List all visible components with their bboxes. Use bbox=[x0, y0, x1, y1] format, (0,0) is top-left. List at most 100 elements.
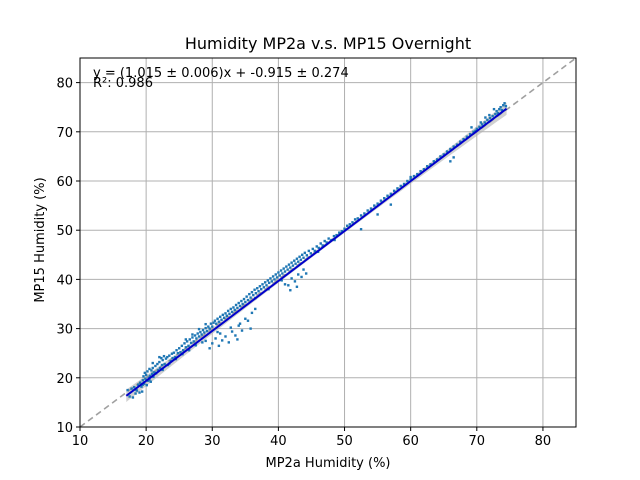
data-point bbox=[317, 246, 320, 250]
data-point bbox=[295, 257, 299, 260]
data-point bbox=[201, 341, 204, 344]
y-tick-label: 70 bbox=[56, 126, 73, 141]
y-axis-label: MP15 Humidity (%) bbox=[33, 177, 48, 302]
data-point bbox=[204, 339, 207, 343]
data-point bbox=[503, 102, 506, 105]
data-point bbox=[178, 347, 181, 350]
data-point bbox=[500, 108, 504, 112]
data-point bbox=[166, 355, 169, 359]
data-point bbox=[164, 357, 168, 360]
data-point bbox=[230, 330, 234, 333]
data-point bbox=[142, 382, 146, 385]
data-point bbox=[475, 127, 478, 131]
data-point bbox=[376, 202, 379, 205]
data-point bbox=[237, 301, 240, 305]
data-point bbox=[343, 227, 346, 230]
data-point bbox=[295, 285, 299, 288]
y-tick-label: 20 bbox=[56, 372, 73, 387]
data-point bbox=[265, 284, 268, 287]
data-point bbox=[323, 239, 326, 243]
data-point bbox=[281, 272, 284, 275]
data-point bbox=[313, 249, 316, 253]
data-point bbox=[426, 165, 429, 168]
data-point bbox=[220, 339, 224, 342]
data-point bbox=[399, 184, 402, 188]
data-point bbox=[236, 338, 239, 341]
data-point bbox=[212, 321, 215, 324]
data-point bbox=[392, 189, 396, 193]
y-axis-ticks: 10 20 30 40 50 60 70 80 bbox=[56, 77, 80, 436]
data-point bbox=[302, 268, 305, 271]
data-point bbox=[499, 106, 502, 109]
data-point bbox=[217, 344, 221, 348]
data-point bbox=[307, 249, 311, 253]
data-point bbox=[126, 388, 129, 392]
data-point bbox=[439, 155, 442, 158]
data-point bbox=[262, 286, 266, 289]
data-point bbox=[149, 380, 152, 383]
plot-frame bbox=[79, 57, 577, 428]
data-point bbox=[158, 366, 162, 370]
data-point bbox=[141, 379, 145, 382]
y-tick-label: 40 bbox=[56, 273, 73, 288]
data-point bbox=[168, 354, 171, 357]
data-point bbox=[160, 356, 163, 360]
data-point bbox=[151, 361, 154, 365]
data-point bbox=[148, 374, 152, 378]
data-point bbox=[229, 307, 232, 311]
data-point bbox=[208, 347, 211, 350]
data-point bbox=[249, 327, 252, 330]
grid bbox=[79, 58, 576, 428]
data-point bbox=[146, 379, 150, 382]
data-point bbox=[293, 280, 297, 283]
data-point bbox=[274, 273, 277, 276]
fit-line bbox=[125, 107, 508, 397]
data-point bbox=[172, 351, 176, 354]
data-point bbox=[128, 395, 131, 398]
data-point bbox=[144, 377, 147, 380]
data-point bbox=[213, 319, 217, 322]
x-tick-label: 40 bbox=[270, 434, 287, 449]
fit-equation: y = (1.015 ± 0.006)x + -0.915 ± 0.274 bbox=[93, 66, 349, 81]
x-axis-ticks: 10 20 30 40 50 60 70 80 bbox=[72, 427, 551, 449]
data-point bbox=[241, 302, 244, 306]
data-point bbox=[293, 259, 296, 262]
data-point bbox=[148, 378, 151, 381]
data-point bbox=[248, 292, 251, 296]
data-point bbox=[492, 107, 496, 111]
data-point bbox=[287, 263, 291, 266]
scatter-points bbox=[126, 102, 508, 399]
data-point bbox=[240, 299, 243, 303]
data-point bbox=[143, 371, 147, 375]
data-point bbox=[185, 340, 189, 343]
data-point bbox=[138, 391, 141, 394]
data-point bbox=[250, 311, 254, 315]
data-point bbox=[233, 308, 236, 312]
data-point bbox=[201, 328, 205, 332]
chart-title: Humidity MP2a v.s. MP15 Overnight bbox=[185, 34, 471, 53]
data-point bbox=[141, 383, 145, 386]
data-point bbox=[238, 322, 242, 325]
data-point bbox=[280, 279, 283, 282]
data-point bbox=[253, 288, 256, 291]
data-point bbox=[181, 349, 185, 352]
data-point bbox=[136, 383, 140, 386]
data-point bbox=[209, 322, 213, 325]
data-point bbox=[389, 203, 393, 206]
data-point bbox=[432, 160, 436, 163]
data-point bbox=[315, 245, 318, 248]
data-point bbox=[196, 332, 199, 335]
data-point bbox=[319, 242, 322, 245]
data-point bbox=[197, 327, 201, 331]
data-point bbox=[162, 354, 166, 358]
data-point bbox=[229, 326, 232, 329]
data-point bbox=[158, 355, 161, 359]
data-point bbox=[183, 342, 186, 345]
data-point bbox=[175, 349, 178, 352]
data-point bbox=[200, 333, 203, 336]
data-point bbox=[216, 330, 219, 334]
data-point bbox=[449, 147, 452, 151]
data-point bbox=[211, 325, 214, 328]
data-point bbox=[146, 370, 149, 373]
y-tick-label: 30 bbox=[56, 323, 73, 338]
